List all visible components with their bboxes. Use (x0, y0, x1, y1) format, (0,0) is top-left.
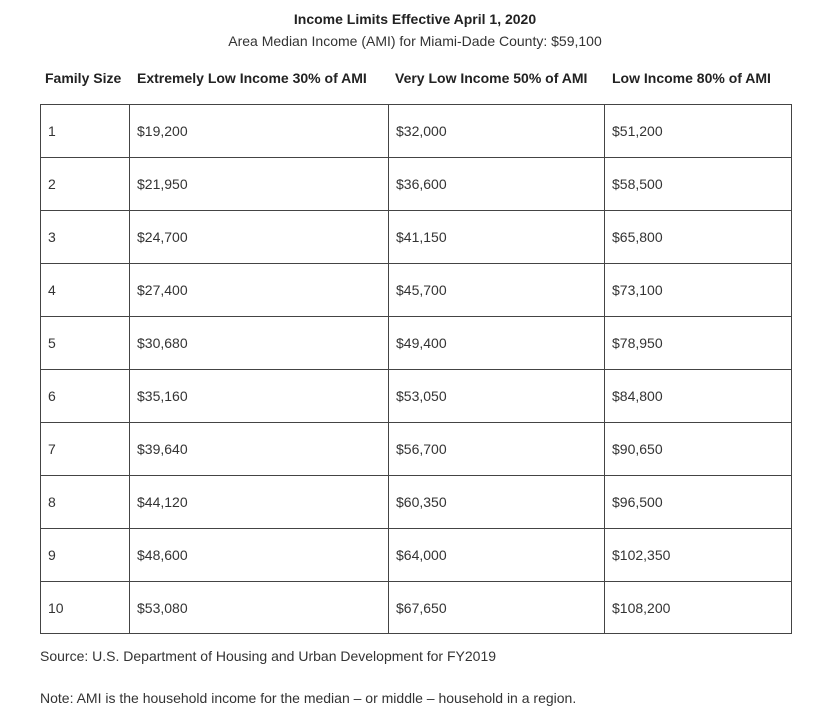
extremely-low-income-cell: $24,700 (129, 210, 389, 264)
table-row: 2 $21,950 $36,600 $58,500 (40, 157, 792, 211)
family-size-cell: 5 (40, 316, 130, 370)
low-income-cell: $96,500 (604, 475, 792, 529)
low-income-cell: $65,800 (604, 210, 792, 264)
table-row: 1 $19,200 $32,000 $51,200 (40, 104, 792, 158)
family-size-cell: 7 (40, 422, 130, 476)
very-low-income-cell: $60,350 (388, 475, 605, 529)
family-size-cell: 1 (40, 104, 130, 158)
page-title: Income Limits Effective April 1, 2020 (293, 11, 537, 27)
extremely-low-income-cell: $19,200 (129, 104, 389, 158)
family-size-cell: 10 (40, 581, 130, 634)
extremely-low-income-cell: $27,400 (129, 263, 389, 317)
table-row: 4 $27,400 $45,700 $73,100 (40, 263, 792, 317)
family-size-cell: 6 (40, 369, 130, 423)
very-low-income-cell: $67,650 (388, 581, 605, 634)
page-subtitle: Area Median Income (AMI) for Miami-Dade … (228, 33, 602, 49)
low-income-cell: $108,200 (604, 581, 792, 634)
extremely-low-income-cell: $48,600 (129, 528, 389, 582)
table-row: 5 $30,680 $49,400 $78,950 (40, 316, 792, 370)
very-low-income-cell: $49,400 (388, 316, 605, 370)
very-low-income-cell: $32,000 (388, 104, 605, 158)
very-low-income-cell: $64,000 (388, 528, 605, 582)
low-income-cell: $102,350 (604, 528, 792, 582)
family-size-cell: 8 (40, 475, 130, 529)
very-low-income-cell: $41,150 (388, 210, 605, 264)
extremely-low-income-cell: $44,120 (129, 475, 389, 529)
column-header-very-low-income: Very Low Income 50% of AMI (395, 70, 588, 86)
low-income-cell: $78,950 (604, 316, 792, 370)
table-row: 6 $35,160 $53,050 $84,800 (40, 369, 792, 423)
source-note: Source: U.S. Department of Housing and U… (40, 648, 497, 664)
very-low-income-cell: $53,050 (388, 369, 605, 423)
table-row: 10 $53,080 $67,650 $108,200 (40, 581, 792, 634)
column-header-low-income: Low Income 80% of AMI (612, 70, 771, 86)
income-limits-table: 1 $19,200 $32,000 $51,200 2 $21,950 $36,… (40, 104, 792, 634)
family-size-cell: 9 (40, 528, 130, 582)
very-low-income-cell: $56,700 (388, 422, 605, 476)
family-size-cell: 2 (40, 157, 130, 211)
extremely-low-income-cell: $21,950 (129, 157, 389, 211)
extremely-low-income-cell: $39,640 (129, 422, 389, 476)
very-low-income-cell: $45,700 (388, 263, 605, 317)
low-income-cell: $73,100 (604, 263, 792, 317)
table-row: 7 $39,640 $56,700 $90,650 (40, 422, 792, 476)
table-row: 9 $48,600 $64,000 $102,350 (40, 528, 792, 582)
extremely-low-income-cell: $53,080 (129, 581, 389, 634)
low-income-cell: $51,200 (604, 104, 792, 158)
family-size-cell: 4 (40, 263, 130, 317)
table-row: 3 $24,700 $41,150 $65,800 (40, 210, 792, 264)
low-income-cell: $84,800 (604, 369, 792, 423)
very-low-income-cell: $36,600 (388, 157, 605, 211)
column-headers: Family Size Extremely Low Income 30% of … (0, 70, 840, 90)
low-income-cell: $58,500 (604, 157, 792, 211)
family-size-cell: 3 (40, 210, 130, 264)
column-header-extremely-low-income: Extremely Low Income 30% of AMI (137, 70, 367, 86)
column-header-family-size: Family Size (45, 70, 122, 86)
low-income-cell: $90,650 (604, 422, 792, 476)
extremely-low-income-cell: $30,680 (129, 316, 389, 370)
table-row: 8 $44,120 $60,350 $96,500 (40, 475, 792, 529)
extremely-low-income-cell: $35,160 (129, 369, 389, 423)
ami-note: Note: AMI is the household income for th… (40, 690, 577, 706)
